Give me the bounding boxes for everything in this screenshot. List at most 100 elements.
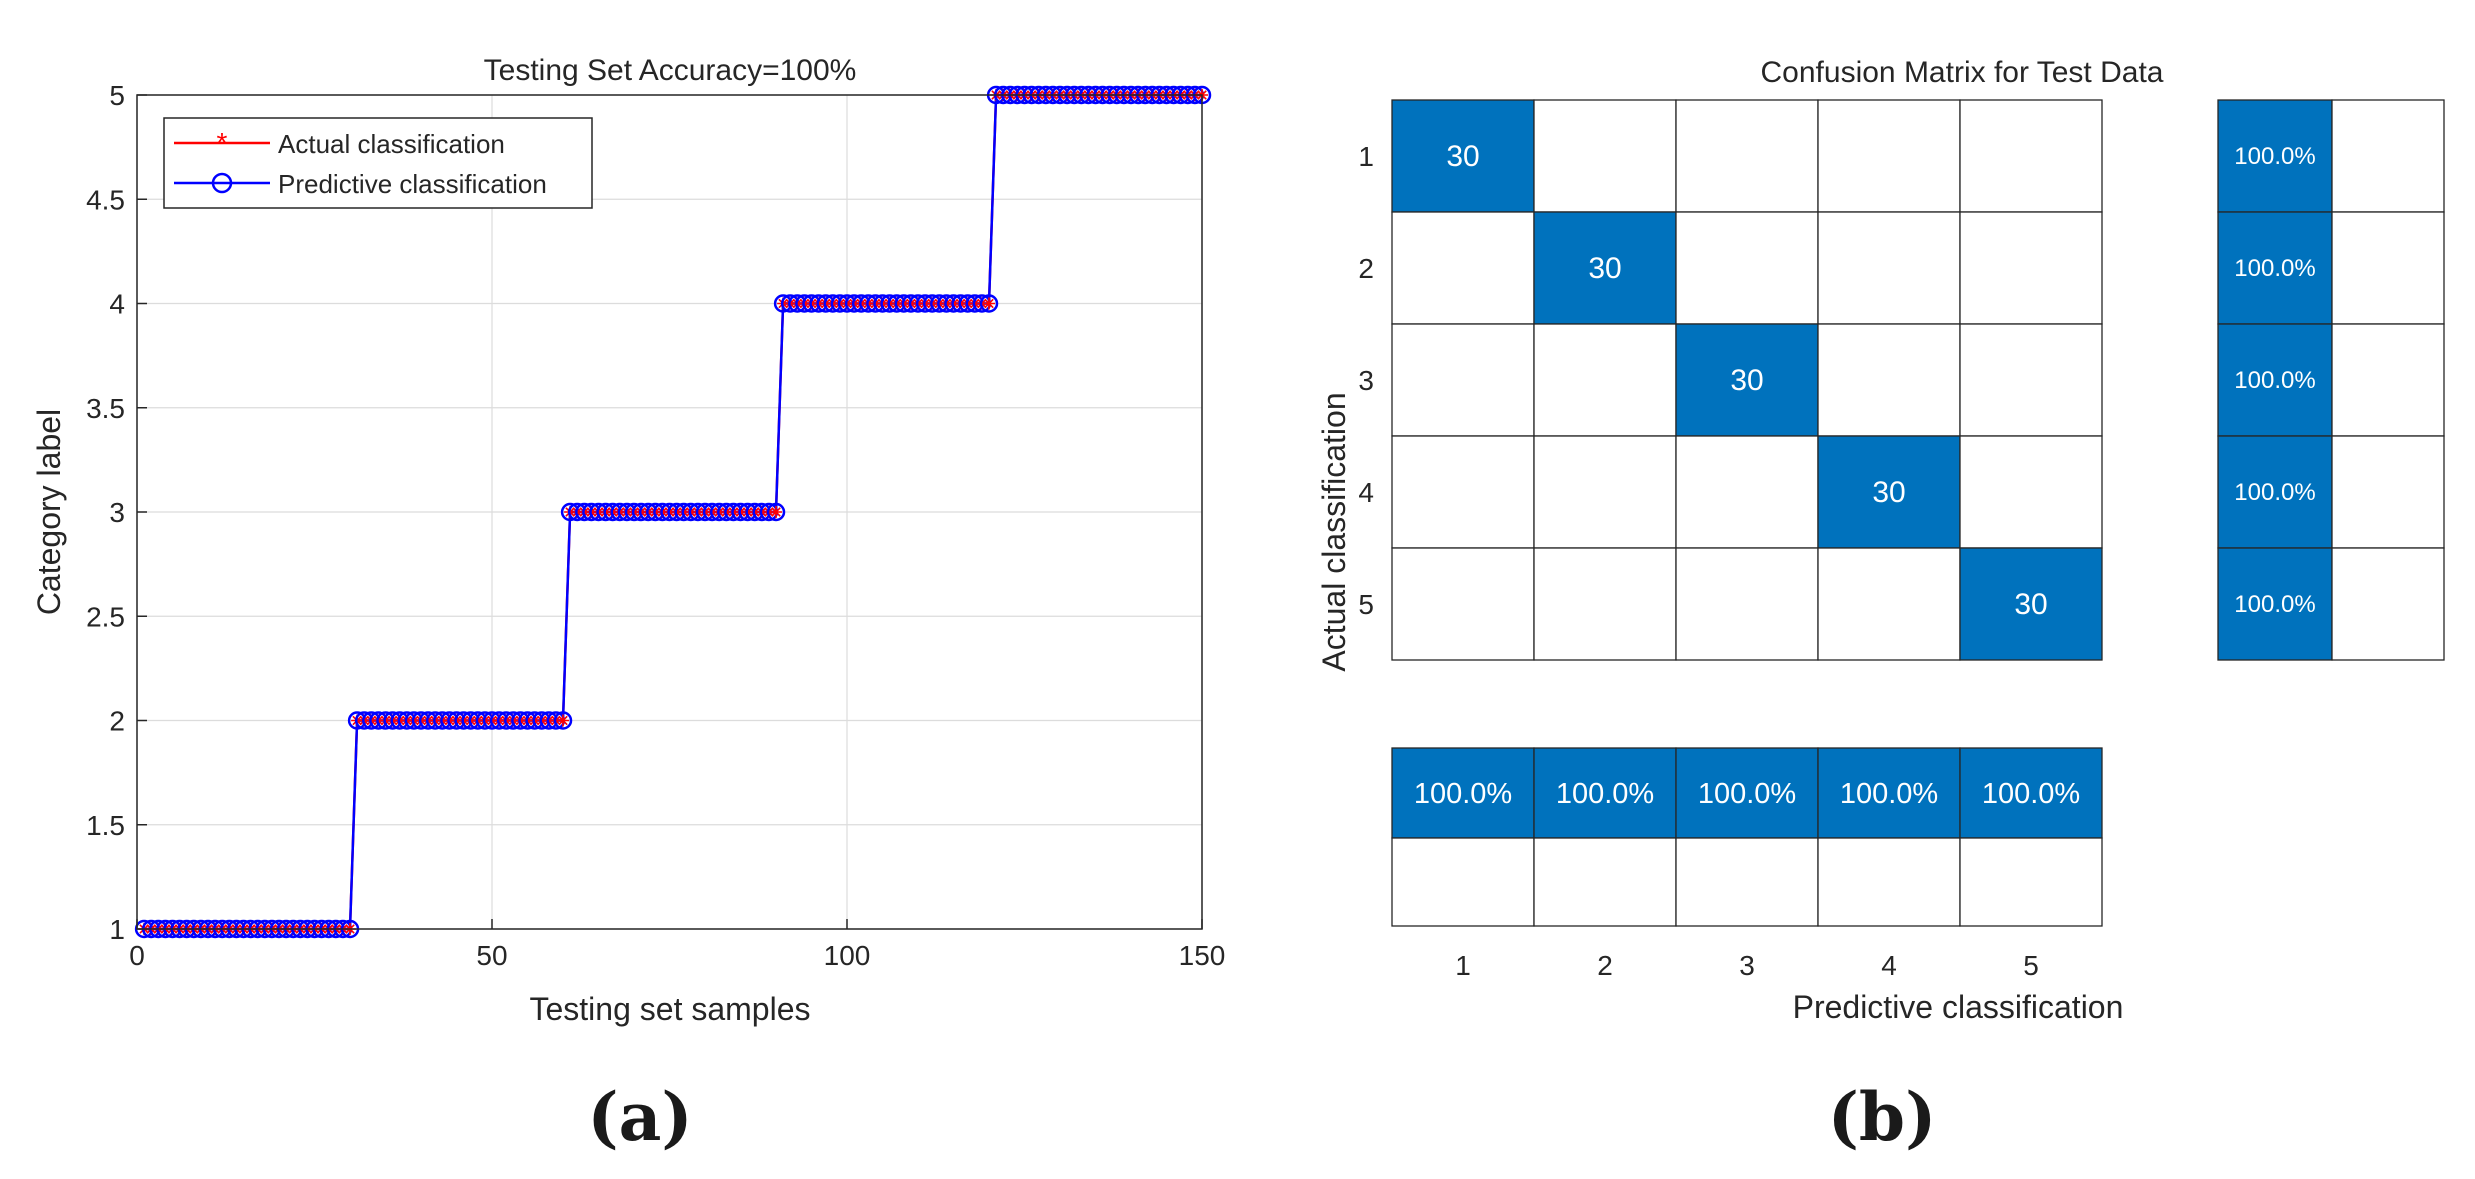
column-summary-value: 100.0%	[1698, 778, 1796, 810]
y-tick-label: 3	[109, 497, 125, 528]
matrix-cell	[1533, 547, 1677, 661]
column-class-label: 3	[1739, 950, 1755, 981]
row-class-label: 3	[1358, 365, 1374, 396]
grid-lines	[136, 94, 1203, 930]
confusion-matrix: Confusion Matrix for Test Data 303030303…	[1316, 56, 2445, 1025]
row-summary-empty-cell	[2331, 99, 2445, 213]
matrix-cell	[1391, 211, 1535, 325]
column-summary-cell	[1533, 747, 1677, 839]
y-axis-label: Category label	[31, 409, 67, 615]
row-class-label: 4	[1358, 477, 1374, 508]
column-summary-value: 100.0%	[1556, 778, 1654, 810]
legend-box	[163, 117, 593, 209]
x-axis-label: Testing set samples	[529, 991, 810, 1027]
row-summary-cell	[2217, 323, 2333, 437]
matrix-cell-value: 30	[1730, 364, 1763, 397]
panel-label-b: (b)	[1828, 1078, 1937, 1156]
row-class-label: 1	[1358, 141, 1374, 172]
column-summary-empty-cell	[1533, 837, 1677, 927]
matrix-cell	[1817, 99, 1961, 213]
matrix-cell-value: 30	[1872, 476, 1905, 509]
y-tick-label: 4.5	[86, 184, 125, 215]
row-summary-cell	[2217, 547, 2333, 661]
column-summary-empty-cell	[1817, 837, 1961, 927]
matrix-cell-value: 30	[2014, 588, 2047, 621]
column-summary-value: 100.0%	[1414, 778, 1512, 810]
y-tick-label: 2.5	[86, 601, 125, 632]
matrix-cell	[1817, 547, 1961, 661]
row-summary-empty-cell	[2331, 211, 2445, 325]
row-summary: 100.0% 100.0% 100.0% 100.0% 100.0%	[2217, 99, 2445, 661]
row-summary-value: 100.0%	[2234, 479, 2315, 506]
row-summary-cell	[2217, 211, 2333, 325]
matrix-cell	[1817, 435, 1961, 549]
column-summary: 100.0% 100.0% 100.0% 100.0% 100.0%	[1391, 747, 2103, 927]
x-tick-label: 0	[129, 940, 145, 971]
panel-label-a: (a)	[587, 1078, 692, 1156]
row-summary-value: 100.0%	[2234, 367, 2315, 394]
row-class-label: 5	[1358, 589, 1374, 620]
matrix-cell	[1675, 547, 1819, 661]
actual-point	[557, 714, 569, 727]
row-summary-empty-cell	[2331, 435, 2445, 549]
row-summary-cell	[2217, 99, 2333, 213]
matrix-cell	[1391, 99, 1535, 213]
matrix-cell	[1391, 435, 1535, 549]
matrix-cell	[1391, 323, 1535, 437]
matrix-cell	[1959, 435, 2103, 549]
matrix-cell	[1959, 211, 2103, 325]
column-summary-value: 100.0%	[1982, 778, 2080, 810]
matrix-cell-value: 30	[1446, 140, 1479, 173]
matrix-cell	[1533, 323, 1677, 437]
matrix-cell	[1675, 323, 1819, 437]
row-class-label: 2	[1358, 253, 1374, 284]
matrix-cell	[1675, 99, 1819, 213]
column-summary-cell	[1675, 747, 1819, 839]
column-summary-empty-cell	[1675, 837, 1819, 927]
column-summary-cell	[1391, 747, 1535, 839]
matrix-x-axis-label: Predictive classification	[1793, 989, 2124, 1025]
matrix-cell-value: 30	[1588, 252, 1621, 285]
actual-point	[983, 297, 995, 310]
matrix-cell	[1675, 211, 1819, 325]
row-summary-value: 100.0%	[2234, 143, 2315, 170]
matrix-y-axis-label: Actual classification	[1316, 392, 1352, 671]
legend-predicted-marker	[211, 172, 233, 194]
column-class-label: 4	[1881, 950, 1897, 981]
matrix-cell	[1817, 323, 1961, 437]
row-summary-empty-cell	[2331, 323, 2445, 437]
column-summary-empty-cell	[1959, 837, 2103, 927]
x-tick-label: 150	[1179, 940, 1226, 971]
accuracy-line-chart: 0 50 100 150 1 1.5 2 2.5 3 3.5 4 4.5 5 Testing Set A…	[31, 54, 1225, 1027]
x-tick-label: 100	[824, 940, 871, 971]
matrix-cell	[1817, 211, 1961, 325]
class-labels: 1 1 2 2 3 3 4 4 5 5	[1358, 141, 2038, 981]
matrix-cell	[1533, 99, 1677, 213]
row-summary-value: 100.0%	[2234, 255, 2315, 282]
matrix-cell	[1959, 99, 2103, 213]
predicted-point	[553, 711, 573, 730]
predicted-point	[979, 294, 999, 313]
legend-actual-label: Actual classification	[278, 129, 505, 159]
y-tick-label: 5	[109, 80, 125, 111]
column-class-label: 2	[1597, 950, 1613, 981]
axis-ticks: 0 50 100 150 1 1.5 2 2.5 3 3.5 4 4.5 5	[86, 80, 1225, 971]
y-tick-label: 1	[109, 914, 125, 945]
column-summary-cell	[1817, 747, 1961, 839]
row-summary-empty-cell	[2331, 547, 2445, 661]
column-class-label: 5	[2023, 950, 2039, 981]
legend: * Actual classification Predictive class…	[163, 117, 593, 209]
column-summary-value: 100.0%	[1840, 778, 1938, 810]
column-summary-cell	[1959, 747, 2103, 839]
column-summary-empty-cell	[1391, 837, 1535, 927]
y-tick-label: 2	[109, 706, 125, 737]
legend-predicted-label: Predictive classification	[278, 169, 547, 199]
matrix-cell	[1675, 435, 1819, 549]
y-tick-label: 3.5	[86, 393, 125, 424]
column-class-label: 1	[1455, 950, 1471, 981]
predicted-point	[766, 502, 786, 522]
matrix-cells: 30 30 30 30 30	[1391, 99, 2103, 661]
matrix-cell	[1959, 547, 2103, 661]
matrix-cell	[1533, 435, 1677, 549]
